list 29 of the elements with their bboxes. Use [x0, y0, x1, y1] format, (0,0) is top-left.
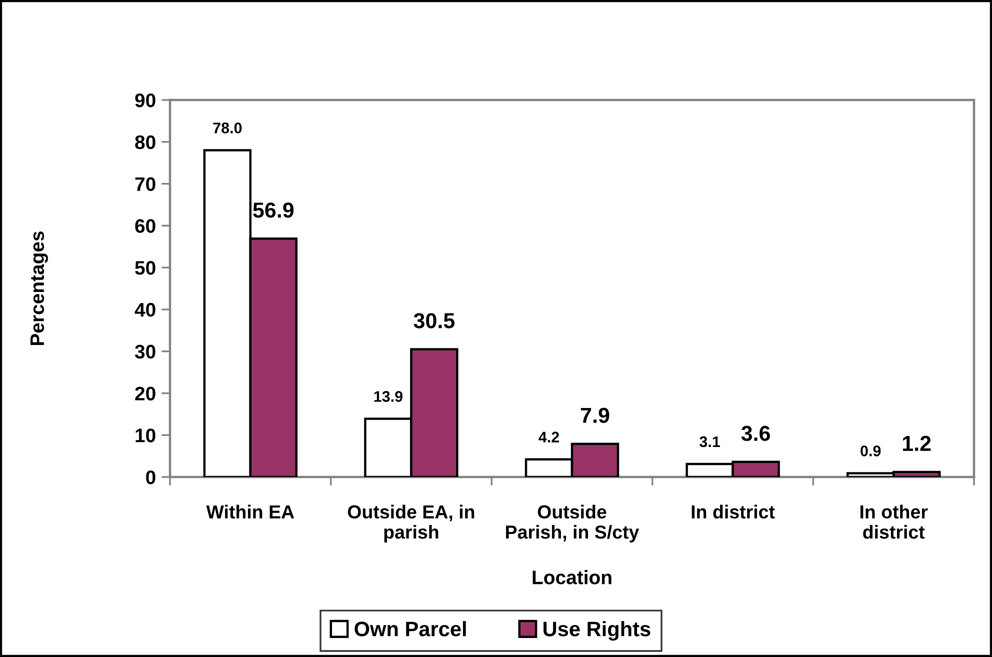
x-tick-label: In other district [860, 504, 928, 539]
x-axis-title: Location [532, 570, 612, 584]
data-label: 56.9 [253, 202, 294, 218]
y-tick-label: 30 [134, 344, 156, 359]
x-tick-label: Outside EA, in parish [348, 504, 474, 542]
y-tick-label: 50 [135, 261, 156, 275]
y-tick-label: 20 [135, 386, 156, 400]
data-label: 1.2 [902, 436, 931, 451]
y-tick-label: 0 [146, 470, 156, 484]
y-tick-label: 70 [135, 177, 156, 192]
x-tick-label: Within EA [206, 504, 294, 519]
x-tick-label: In district [692, 504, 775, 519]
data-label: 0.9 [860, 446, 881, 456]
legend-label: Use Rights [544, 621, 650, 641]
data-label: 3.6 [741, 426, 770, 442]
x-tick-label: Outside Parish, in S/cty [506, 504, 640, 542]
y-axis-title: Percentages [30, 231, 48, 346]
y-tick-label: 10 [136, 428, 156, 442]
data-label: 78.0 [213, 122, 242, 134]
data-label: 30.5 [414, 313, 455, 328]
legend-label: Own Parcel [354, 621, 466, 636]
data-label: 7.9 [580, 408, 610, 423]
y-tick-label: 80 [135, 135, 156, 150]
data-label: 13.9 [374, 391, 403, 402]
y-tick-label: 40 [134, 302, 156, 317]
data-label: 3.1 [700, 436, 720, 448]
y-tick-label: 60 [135, 219, 156, 233]
y-tick-label: 90 [135, 93, 156, 108]
data-label: 4.2 [538, 432, 560, 442]
